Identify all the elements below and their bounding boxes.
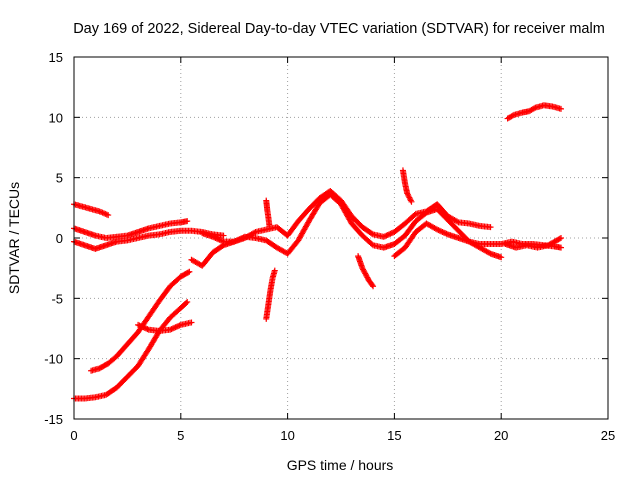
data-point — [368, 230, 375, 237]
data-point — [105, 212, 112, 219]
y-tick-label: 10 — [49, 110, 63, 125]
data-point — [140, 324, 147, 331]
x-tick-label: 25 — [601, 428, 615, 443]
data-point — [509, 112, 516, 119]
data-point — [209, 233, 216, 240]
series-track-4 — [71, 298, 191, 402]
y-tick-label: -10 — [44, 352, 63, 367]
data-point — [435, 227, 442, 234]
y-tick-label: -5 — [51, 291, 63, 306]
data-point — [211, 234, 218, 241]
data-point — [184, 218, 191, 225]
series-track-6 — [135, 319, 195, 334]
data-point — [531, 105, 538, 112]
data-point — [213, 235, 220, 242]
x-tick-labels: 0 5 10 15 20 25 — [70, 428, 615, 443]
data-point — [436, 227, 443, 234]
series-track-8 — [199, 187, 494, 245]
data-point — [215, 236, 222, 243]
data-point — [141, 324, 148, 331]
data-point — [498, 254, 505, 261]
y-axis-title: SDTVAR / TECUs — [6, 182, 22, 294]
x-tick-label: 0 — [70, 428, 77, 443]
x-tick-label: 20 — [494, 428, 508, 443]
data-point — [184, 298, 191, 305]
data-point — [176, 322, 183, 329]
data-point — [172, 324, 179, 331]
data-point — [487, 224, 494, 231]
y-tick-label: 5 — [56, 171, 63, 186]
data-point — [186, 268, 193, 275]
data-point — [370, 283, 377, 290]
data-point — [185, 269, 192, 276]
data-point — [388, 230, 395, 237]
series-track-1 — [71, 201, 112, 219]
data-point — [369, 282, 376, 289]
series-track-12 — [399, 167, 415, 205]
series-track-15 — [504, 102, 565, 122]
data-point — [168, 326, 175, 333]
data-points — [71, 102, 565, 402]
data-point — [558, 244, 565, 251]
data-point — [408, 198, 415, 205]
data-point — [143, 325, 150, 332]
y-tick-label: 15 — [49, 50, 63, 65]
data-point — [382, 233, 389, 240]
data-point — [137, 323, 144, 330]
data-point — [383, 232, 390, 239]
data-point — [144, 326, 151, 333]
data-point — [440, 229, 447, 236]
data-point — [442, 230, 449, 237]
series-track-11 — [355, 253, 377, 290]
data-point — [439, 228, 446, 235]
data-point — [135, 321, 142, 328]
data-point — [266, 222, 273, 229]
data-point — [380, 233, 387, 240]
data-point — [271, 267, 278, 274]
x-tick-label: 5 — [177, 428, 184, 443]
x-axis-title: GPS time / hours — [287, 457, 394, 473]
y-tick-label: -15 — [44, 412, 63, 427]
data-point — [443, 230, 450, 237]
series-track-5 — [88, 268, 193, 374]
data-point — [216, 236, 223, 243]
data-point — [432, 225, 439, 232]
series-track-10 — [263, 197, 273, 229]
data-point — [171, 324, 178, 331]
data-point — [384, 231, 391, 238]
series-track-9 — [263, 267, 278, 322]
data-point — [217, 237, 224, 244]
data-point — [558, 235, 565, 241]
data-point — [434, 226, 441, 233]
data-point — [167, 326, 174, 333]
plot-frame — [73, 56, 609, 420]
series-track-14 — [502, 235, 565, 251]
data-point — [386, 231, 393, 238]
data-point — [212, 235, 219, 241]
series-track-7 — [188, 191, 505, 269]
x-tick-label: 15 — [387, 428, 401, 443]
y-tick-labels: -15 -10 -5 0 5 10 15 — [44, 50, 63, 427]
data-point — [139, 323, 146, 330]
data-point — [486, 249, 493, 256]
data-point — [175, 323, 182, 330]
data-point — [219, 238, 226, 245]
data-point — [556, 235, 563, 242]
data-point — [387, 230, 394, 237]
data-point — [169, 325, 176, 332]
x-tick-label: 10 — [280, 428, 294, 443]
data-point — [251, 229, 258, 236]
data-point — [136, 322, 143, 329]
y-tick-label: 0 — [56, 231, 63, 246]
data-point — [188, 319, 195, 326]
data-point — [220, 232, 227, 239]
data-point — [183, 299, 190, 306]
data-point — [173, 323, 180, 330]
series-track-2 — [71, 218, 191, 241]
data-point — [454, 218, 461, 225]
data-point — [438, 228, 445, 235]
data-point — [558, 105, 565, 112]
chart-title: Day 169 of 2022, Sidereal Day-to-day VTE… — [73, 21, 605, 37]
